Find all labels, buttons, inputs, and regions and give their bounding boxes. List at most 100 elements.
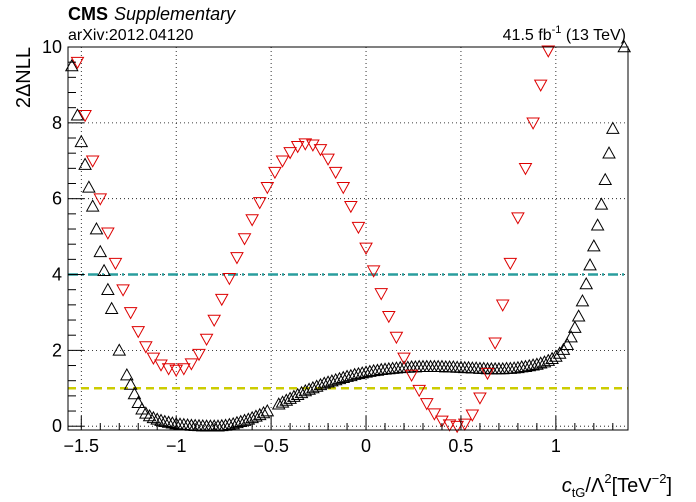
data-point	[146, 410, 161, 424]
data-point	[347, 367, 362, 380]
data-point	[359, 365, 373, 378]
data-point	[594, 197, 609, 210]
data-point	[78, 109, 92, 123]
data-point	[101, 282, 115, 295]
data-point	[389, 331, 404, 345]
x-label-close: ]	[666, 475, 672, 497]
data-point	[366, 265, 381, 278]
y-tick-label: 10	[42, 37, 62, 57]
data-point	[351, 221, 366, 235]
data-point	[138, 406, 153, 419]
data-point	[313, 144, 328, 157]
data-point	[131, 326, 146, 339]
data-point	[328, 166, 343, 180]
data-point	[161, 363, 176, 376]
x-label-sup: 2	[604, 471, 611, 486]
data-point	[70, 56, 85, 70]
data-point	[283, 147, 297, 160]
data-point	[82, 180, 96, 193]
data-point	[605, 121, 620, 134]
data-point	[298, 138, 313, 151]
data-point	[101, 227, 115, 240]
luminosity-label: 41.5 fb-1 (13 TeV)	[503, 24, 626, 44]
data-point	[359, 242, 373, 256]
data-point	[579, 276, 594, 290]
data-series	[64, 39, 632, 434]
data-point	[275, 155, 290, 168]
x-label-unit-sup: −2	[652, 471, 667, 486]
data-point	[518, 359, 533, 372]
x-label-sub: tG	[572, 485, 586, 500]
data-point	[165, 416, 180, 429]
data-point	[583, 258, 597, 271]
data-point	[119, 367, 134, 381]
data-point	[108, 257, 123, 271]
data-point	[397, 352, 411, 365]
data-point	[518, 163, 533, 176]
data-point	[112, 343, 127, 356]
data-point	[465, 409, 480, 422]
data-point	[602, 146, 616, 159]
x-tick-label: −0.5	[253, 436, 289, 456]
data-point	[549, 349, 563, 362]
x-label-c: c	[562, 475, 572, 497]
data-point	[564, 330, 578, 343]
data-point	[321, 153, 335, 166]
data-point	[541, 353, 556, 366]
data-point	[93, 193, 108, 206]
data-point	[511, 212, 525, 225]
data-point	[237, 233, 252, 246]
data-point	[488, 337, 502, 350]
data-point	[93, 244, 108, 258]
y-tick-label: 0	[52, 416, 62, 436]
data-point	[176, 363, 191, 376]
data-point	[268, 166, 282, 180]
data-point	[560, 337, 575, 350]
x-label-unit: [TeV	[612, 475, 653, 497]
data-point	[370, 363, 385, 376]
data-point	[123, 307, 138, 320]
data-point	[473, 392, 487, 405]
x-tick-label: 0.5	[448, 436, 473, 456]
data-point	[457, 418, 472, 431]
plot-frame	[67, 46, 629, 431]
data-point	[78, 157, 92, 170]
data-point	[381, 310, 396, 324]
data-point	[374, 288, 389, 301]
supplementary-label: Supplementary	[114, 4, 236, 24]
y-tick-label: 2	[52, 340, 62, 360]
data-point	[256, 405, 271, 419]
data-point	[142, 408, 157, 422]
data-point	[192, 348, 206, 362]
data-point	[85, 155, 100, 168]
x-tick-label: 0	[361, 436, 371, 456]
data-point	[533, 79, 548, 92]
experiment-label: CMS	[68, 4, 108, 24]
data-point	[617, 39, 632, 53]
data-point	[260, 182, 275, 195]
data-point	[355, 366, 370, 379]
data-point	[598, 172, 613, 186]
data-point	[571, 309, 586, 322]
data-point	[222, 273, 237, 286]
data-point	[427, 408, 442, 421]
data-point	[127, 386, 142, 400]
data-point	[503, 257, 518, 271]
data-point	[138, 341, 153, 354]
data-point	[575, 294, 590, 307]
data-point	[161, 415, 176, 428]
data-point	[214, 293, 229, 307]
data-point	[412, 384, 427, 398]
x-tick-label: −1	[166, 436, 187, 456]
lumi-energy: (13 TeV)	[561, 27, 626, 44]
data-point	[419, 398, 434, 411]
arxiv-label: arXiv:2012.04120	[68, 27, 194, 44]
x-label-lambda: /Λ	[585, 475, 605, 497]
data-point	[480, 367, 495, 381]
x-tick-label: 1	[551, 436, 561, 456]
data-point	[586, 239, 601, 252]
lumi-value: 41.5 fb	[503, 27, 552, 44]
data-point	[157, 414, 172, 427]
data-point	[184, 358, 199, 371]
